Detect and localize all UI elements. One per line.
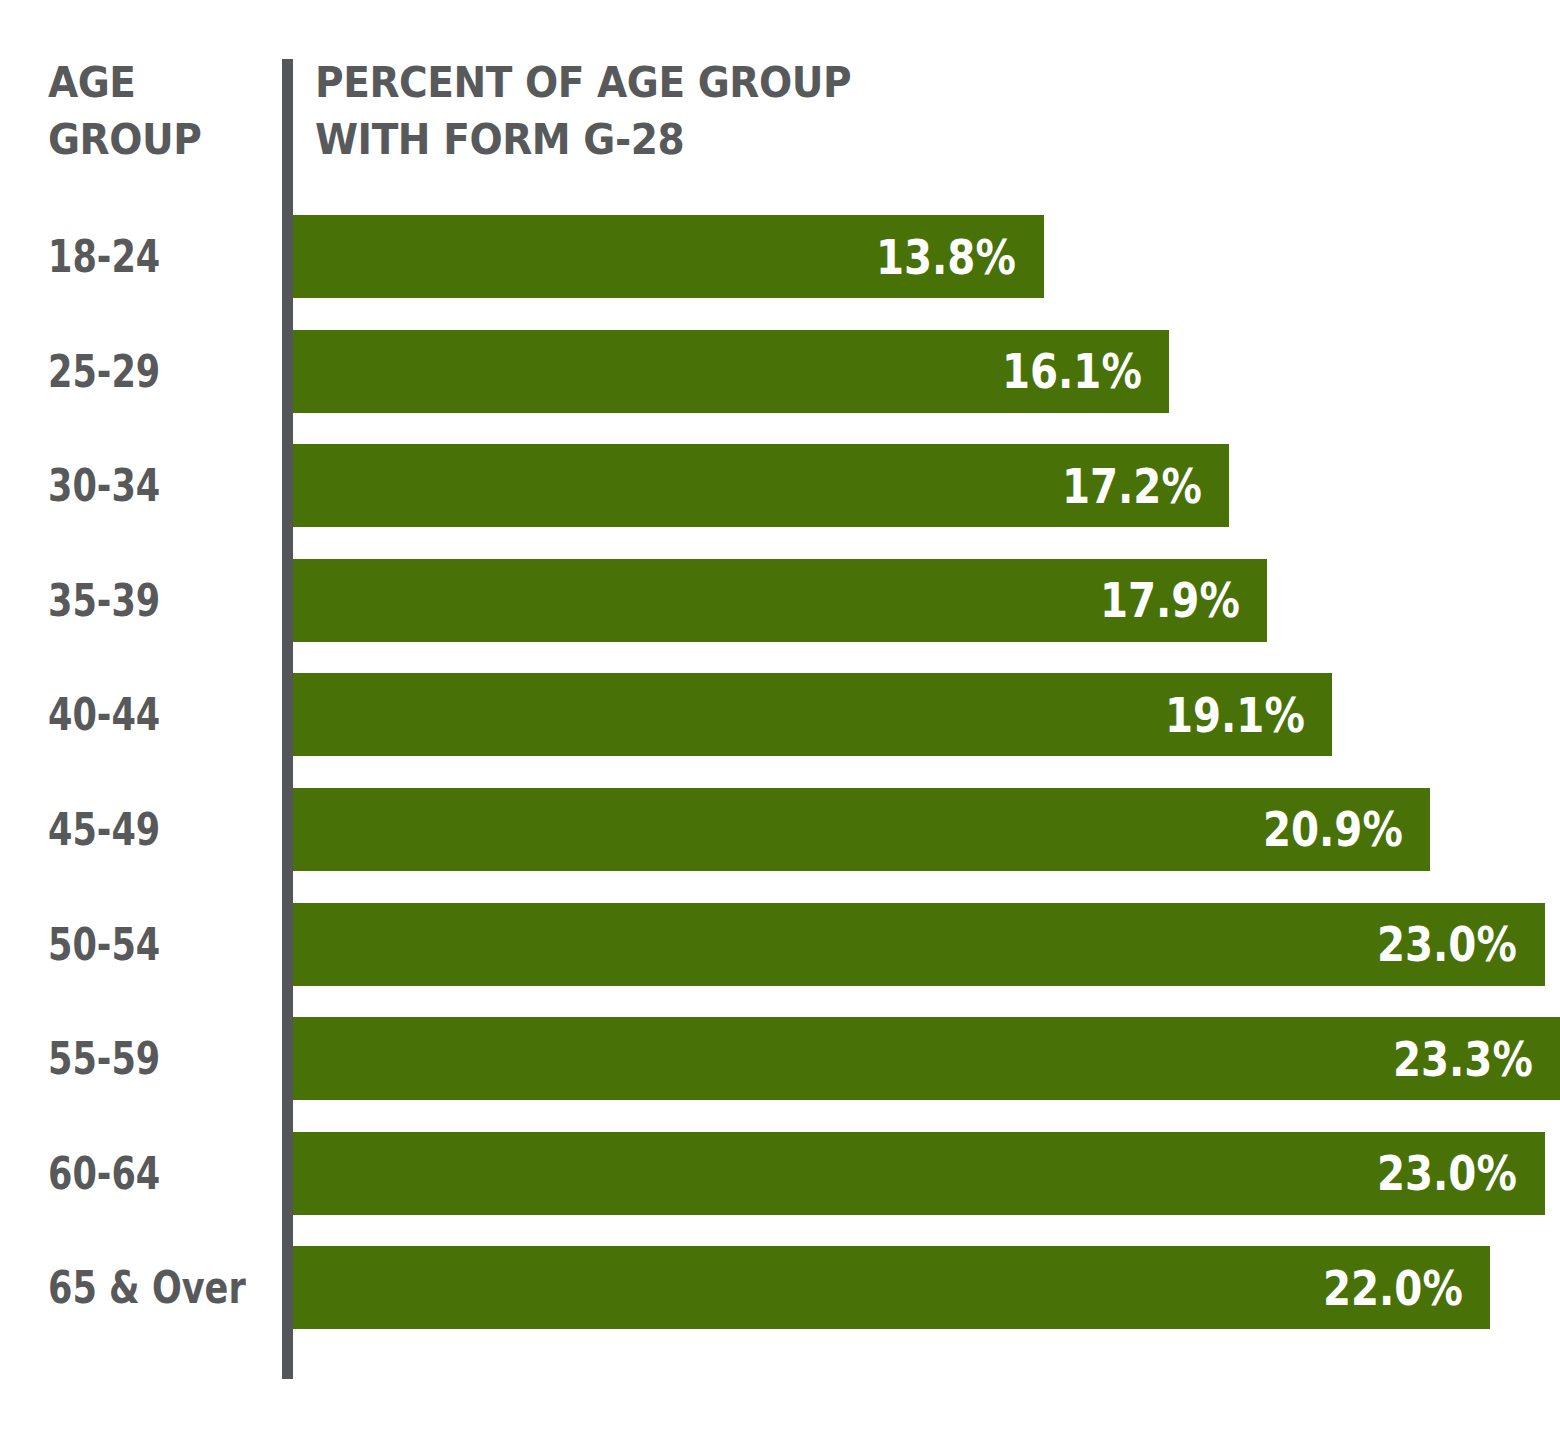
age-group-label: 25-29	[48, 330, 160, 413]
bar: 16.1%	[293, 330, 1169, 413]
bar-value-label: 19.1%	[1165, 687, 1333, 743]
bar: 17.9%	[293, 559, 1267, 642]
bar-value-label: 23.0%	[1377, 1145, 1545, 1201]
age-group-label: 50-54	[48, 903, 160, 986]
age-group-label: 55-59	[48, 1017, 160, 1100]
bar-row: 35-39 17.9%	[0, 559, 1560, 642]
bar-value-label: 20.9%	[1263, 801, 1431, 857]
age-group-label: 60-64	[48, 1132, 160, 1215]
bar-row: 65 & Over 22.0%	[0, 1246, 1560, 1329]
age-group-label: 45-49	[48, 788, 160, 871]
bar-value-label: 16.1%	[1002, 343, 1170, 399]
bar-value-label: 17.9%	[1100, 572, 1268, 628]
bar-value-label: 23.0%	[1377, 916, 1545, 972]
category-axis-title: AGE GROUP	[48, 54, 201, 168]
bar-row: 55-59 23.3%	[0, 1017, 1560, 1100]
bar-value-label: 17.2%	[1061, 458, 1229, 514]
bar-chart: AGE GROUP PERCENT OF AGE GROUP WITH FORM…	[0, 0, 1560, 1440]
chart-title: PERCENT OF AGE GROUP WITH FORM G-28	[315, 54, 851, 168]
bar-row: 50-54 23.0%	[0, 903, 1560, 986]
bar-row: 18-24 13.8%	[0, 215, 1560, 298]
bar: 23.0%	[293, 1132, 1545, 1215]
bar-row: 60-64 23.0%	[0, 1132, 1560, 1215]
bar: 20.9%	[293, 788, 1430, 871]
bar-row: 25-29 16.1%	[0, 330, 1560, 413]
bar-row: 40-44 19.1%	[0, 673, 1560, 756]
bar-rows: 18-24 13.8% 25-29 16.1% 30-34 17.2% 35-3…	[0, 215, 1560, 1329]
bar: 23.3%	[293, 1017, 1560, 1100]
bar: 17.2%	[293, 444, 1229, 527]
bar: 13.8%	[293, 215, 1044, 298]
age-group-label: 18-24	[48, 215, 160, 298]
bar-row: 45-49 20.9%	[0, 788, 1560, 871]
bar-row: 30-34 17.2%	[0, 444, 1560, 527]
age-group-label: 65 & Over	[48, 1246, 246, 1329]
bar: 22.0%	[293, 1246, 1490, 1329]
bar-value-label: 22.0%	[1323, 1260, 1491, 1316]
bar-value-label: 13.8%	[876, 229, 1044, 285]
bar: 23.0%	[293, 903, 1545, 986]
age-group-label: 35-39	[48, 559, 160, 642]
age-group-label: 30-34	[48, 444, 160, 527]
age-group-label: 40-44	[48, 673, 160, 756]
bar-value-label: 23.3%	[1393, 1031, 1560, 1087]
bar: 19.1%	[293, 673, 1332, 756]
